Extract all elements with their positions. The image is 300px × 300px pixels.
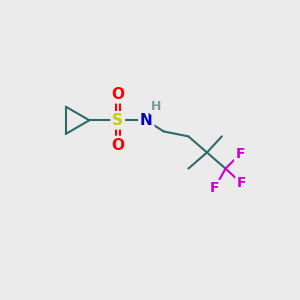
- Text: S: S: [112, 113, 123, 128]
- Text: O: O: [111, 137, 124, 152]
- Text: F: F: [236, 147, 245, 161]
- Text: N: N: [140, 113, 153, 128]
- Text: H: H: [151, 100, 161, 113]
- Text: O: O: [111, 87, 124, 102]
- Text: F: F: [210, 182, 219, 195]
- Text: F: F: [237, 176, 246, 190]
